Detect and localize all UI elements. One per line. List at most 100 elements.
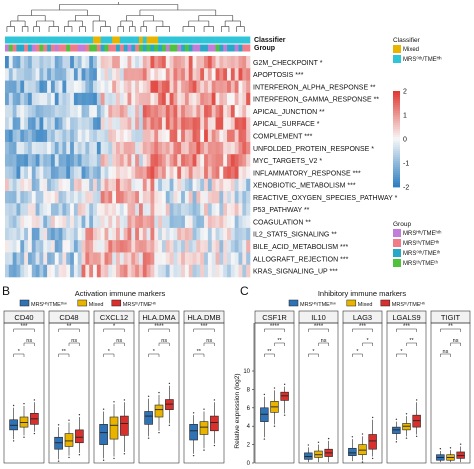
heatmap-cell: [165, 154, 170, 167]
heatmap-cell: [27, 191, 33, 204]
group-cell: [173, 44, 178, 52]
heatmap-cell: [150, 264, 155, 278]
heatmap-cell: [58, 80, 63, 94]
heatmap-cell: [242, 117, 247, 130]
sig-bracket: [103, 353, 115, 357]
group-cell: [50, 44, 56, 52]
heatmap-cell: [142, 191, 147, 204]
outlier-point: [158, 391, 160, 394]
heatmap-cell: [204, 68, 209, 81]
heatmap-cell: [116, 154, 121, 167]
heatmap-cell: [50, 92, 56, 106]
heatmap-cell: [16, 80, 21, 94]
heatmap-cell: [138, 252, 144, 266]
heatmap-cell: [39, 68, 44, 81]
heatmap-cell: [158, 117, 163, 130]
outlier-point: [273, 387, 276, 389]
heatmap-cell: [20, 240, 25, 253]
heatmap-cell: [173, 178, 178, 192]
heatmap-cell: [215, 154, 220, 167]
outlier-point: [439, 448, 442, 450]
heatmap-cell: [43, 203, 48, 216]
heatmap-cell: [5, 240, 10, 253]
heatmap-cell: [112, 92, 117, 106]
heatmap-cell: [242, 215, 247, 229]
heatmap-cell: [123, 166, 128, 180]
heatmap-cell: [211, 68, 216, 81]
heatmap-cell: [146, 56, 151, 69]
facet-panel: [342, 322, 383, 464]
heatmap-cell: [154, 178, 159, 192]
heatmap-cell: [116, 80, 121, 94]
heatmap-cell: [116, 191, 121, 204]
heatmap-cell: [27, 203, 33, 216]
classifier-cell: [73, 36, 79, 44]
heatmap-cell: [188, 92, 193, 106]
heatmap-cell: [104, 117, 109, 130]
heatmap-cell: [116, 56, 121, 69]
classifier-cell: [123, 36, 128, 44]
heatmap-cell: [73, 215, 79, 229]
classifier-cell: [135, 36, 140, 44]
sig-bracket: [274, 342, 285, 346]
heatmap-cell: [116, 166, 121, 180]
heatmap-cell: [24, 80, 29, 94]
colorbar-segment: [393, 91, 400, 94]
heatmap-cell: [77, 68, 82, 81]
heatmap-cell: [177, 240, 182, 253]
heatmap-cell: [24, 154, 29, 167]
colorbar-segment: [393, 165, 400, 168]
heatmap-cell: [177, 80, 182, 94]
heatmap-cell: [142, 154, 147, 167]
heatmap-cell: [66, 154, 71, 167]
heatmap-row-label: MYC_TARGETS_V2 *: [253, 158, 322, 165]
heatmap-cell: [108, 56, 113, 69]
heatmap-cell: [93, 105, 98, 118]
legend-swatch: [393, 259, 401, 267]
heatmap-cell: [184, 252, 190, 266]
heatmap-cell: [16, 68, 21, 81]
facet-label: CD40: [14, 313, 33, 322]
heatmap-cell: [127, 154, 132, 167]
heatmap-cell: [146, 227, 151, 241]
sig-bracket: [68, 342, 80, 346]
heatmap-cell: [127, 215, 132, 229]
heatmap-cell: [58, 154, 63, 167]
heatmap-cell: [85, 68, 90, 81]
heatmap-cell: [62, 252, 67, 266]
heatmap-cell: [131, 240, 136, 253]
heatmap-cell: [50, 117, 56, 130]
heatmap-cell: [43, 141, 48, 155]
heatmap-cell: [100, 166, 105, 180]
heatmap-cell: [211, 178, 216, 192]
heatmap-cell: [54, 92, 59, 106]
heatmap-cell: [154, 215, 159, 229]
heatmap-cell: [196, 203, 201, 216]
heatmap-cell: [138, 105, 144, 118]
heatmap-cell: [119, 92, 124, 106]
group-cell: [242, 44, 247, 52]
heatmap-cell: [108, 154, 113, 167]
heatmap-cell: [43, 166, 48, 180]
heatmap-cell: [27, 92, 33, 106]
heatmap-cell: [77, 191, 82, 204]
heatmap-cell: [119, 240, 124, 253]
colorbar-tick-label: -2: [403, 185, 409, 192]
heatmap-cell: [16, 166, 21, 180]
heatmap-cell: [181, 56, 186, 69]
heatmap-cell: [188, 203, 193, 216]
heatmap-cell: [43, 117, 48, 130]
heatmap-cell: [73, 92, 79, 106]
heatmap-cell: [138, 68, 144, 81]
heatmap-cell: [150, 191, 155, 204]
heatmap-cell: [131, 264, 136, 278]
heatmap-cell: [211, 203, 216, 216]
heatmap-cell: [227, 129, 232, 143]
heatmap-cell: [89, 129, 94, 143]
heatmap-cell: [173, 203, 178, 216]
heatmap-cell: [192, 264, 197, 278]
group-cell: [16, 44, 21, 52]
heatmap-cell: [35, 227, 40, 241]
group-cell: [116, 44, 121, 52]
classifier-cell: [169, 36, 174, 44]
